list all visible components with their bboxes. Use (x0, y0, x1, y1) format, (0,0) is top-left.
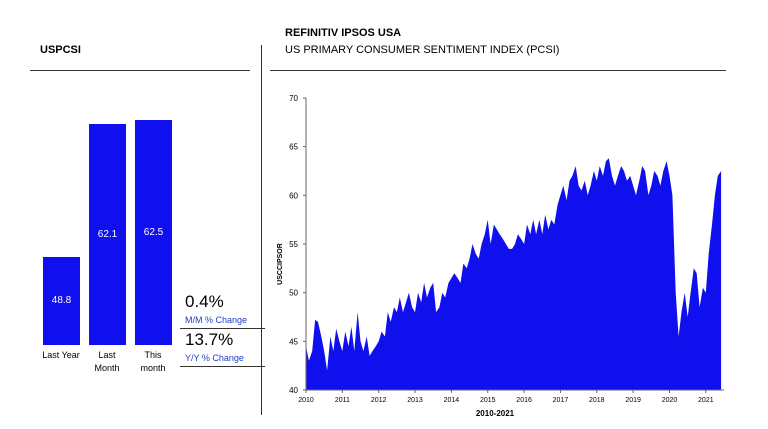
area-x-tick-label: 2010 (298, 397, 314, 404)
area-x-tick-label: 2018 (589, 397, 605, 404)
area-y-tick-label: 50 (289, 289, 298, 298)
bar-category-label: This month (140, 350, 166, 373)
bar-category-label: Last Year (42, 350, 80, 360)
area-y-tick-label: 60 (289, 191, 298, 200)
pcsi-area-series (306, 158, 722, 390)
mm-rule (180, 328, 265, 329)
bar-2 (89, 124, 126, 345)
area-y-tick-label: 45 (289, 337, 298, 346)
yy-change-label: Y/Y % Change (185, 353, 244, 363)
area-x-axis-label: 2010-2021 (476, 409, 515, 418)
mm-change-value: 0.4% (185, 292, 224, 311)
bar-value-label: 62.1 (97, 228, 118, 240)
area-y-axis-label: USCCIPSOR (277, 243, 284, 285)
left-panel-title: USPCSI (40, 44, 81, 56)
area-x-tick-label: 2016 (516, 397, 532, 404)
mm-change-label: M/M % Change (185, 315, 248, 325)
area-y-tick-label: 40 (289, 386, 298, 395)
yy-rule (180, 366, 265, 367)
bar-value-label: 48.8 (51, 295, 72, 306)
area-x-tick-label: 2014 (444, 397, 460, 404)
area-x-tick-label: 2017 (553, 397, 569, 404)
right-panel-subtitle: US PRIMARY CONSUMER SENTIMENT INDEX (PCS… (285, 44, 560, 56)
area-y-tick-label: 65 (289, 143, 298, 152)
right-panel-rule (270, 70, 726, 71)
yy-change-value: 13.7% (185, 330, 234, 349)
bar-value-label: 62.5 (143, 226, 164, 238)
area-x-tick-label: 2012 (371, 397, 387, 404)
area-x-tick-label: 2015 (480, 397, 496, 404)
bar-3 (135, 120, 172, 345)
area-y-tick-label: 70 (289, 94, 298, 103)
area-y-tick-label: 55 (289, 240, 298, 249)
area-x-tick-label: 2021 (698, 397, 714, 404)
area-chart: 40 45 50 55 60 65 70 2010 2011 2012 2013 2014 2015 20… (277, 94, 724, 418)
right-panel-title: REFINITIV IPSOS USA (285, 27, 402, 39)
area-x-tick-label: 2020 (662, 397, 678, 404)
bar-1 (43, 257, 80, 345)
area-x-tick-label: 2011 (335, 397, 350, 404)
left-panel-rule (30, 70, 250, 71)
panel-divider (261, 45, 262, 415)
area-x-tick-label: 2013 (407, 397, 423, 404)
bar-category-label: Last Month (94, 350, 120, 373)
area-x-tick-label: 2019 (625, 397, 641, 404)
